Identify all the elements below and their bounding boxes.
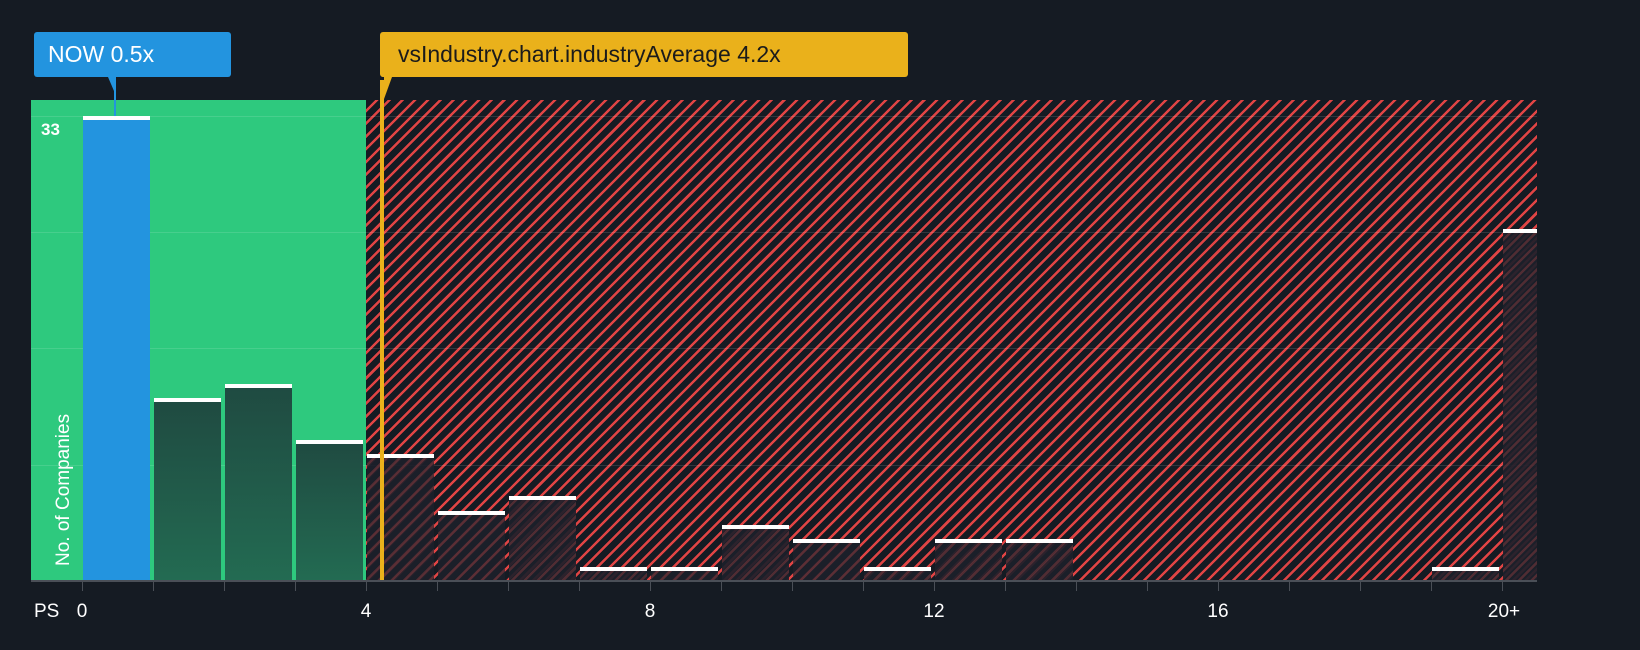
bar-cap	[580, 566, 647, 571]
x-axis-tick	[934, 582, 935, 591]
x-axis-tick-label: 0	[76, 601, 88, 622]
highlighted-bar	[83, 116, 150, 581]
x-axis-line	[31, 580, 1537, 582]
bar-cap	[935, 538, 1002, 543]
histogram-bar	[864, 566, 931, 581]
x-axis-tick	[1147, 582, 1148, 591]
histogram-bar	[935, 538, 1002, 581]
bar-cap	[1503, 228, 1537, 233]
bar-cap	[296, 440, 363, 445]
x-axis-tick	[1431, 582, 1432, 591]
x-axis-tick	[579, 582, 580, 591]
now-callout-pointer	[108, 77, 114, 91]
x-axis-tick	[863, 582, 864, 591]
x-axis-tick	[1502, 582, 1503, 591]
x-axis-tick	[1076, 582, 1077, 591]
industry-average-callout: vsIndustry.chart.industryAverage 4.2x	[380, 32, 908, 77]
x-axis-tick	[792, 582, 793, 591]
x-axis-tick	[1218, 582, 1219, 591]
x-axis-tick-label: 20+	[1487, 601, 1521, 622]
now-callout: NOW 0.5x	[34, 32, 231, 77]
gridline	[31, 348, 1537, 349]
x-axis-tick	[224, 582, 225, 591]
x-axis-tick	[366, 582, 367, 591]
histogram-bar	[1503, 228, 1537, 581]
industry-average-callout-pointer	[384, 77, 392, 99]
histogram-bar	[225, 383, 292, 581]
x-axis-prefix: PS	[34, 601, 60, 622]
plot-area	[31, 100, 1537, 581]
bar-cap	[83, 116, 150, 120]
bar-cap	[793, 538, 860, 543]
bar-cap	[367, 454, 434, 459]
bar-cap	[225, 383, 292, 388]
bar-cap	[1432, 566, 1499, 571]
x-axis-tick-label: 16	[1207, 601, 1229, 622]
x-axis-tick-label: 12	[923, 601, 945, 622]
x-axis-tick	[437, 582, 438, 591]
histogram-bar	[793, 538, 860, 581]
x-axis-tick	[295, 582, 296, 591]
x-axis-tick	[82, 582, 83, 591]
bar-cap	[651, 566, 718, 571]
x-axis-tick	[650, 582, 651, 591]
above-average-zone	[366, 100, 1537, 581]
x-axis-tick	[1289, 582, 1290, 591]
bar-cap	[722, 524, 789, 529]
x-axis-tick	[1360, 582, 1361, 591]
gridline	[31, 232, 1537, 233]
y-axis-max-label: 33	[41, 120, 60, 139]
histogram-bar	[580, 566, 647, 581]
bar-cap	[509, 496, 576, 501]
histogram-bar	[438, 510, 505, 581]
x-axis-tick-label: 4	[360, 601, 372, 622]
x-axis-tick	[508, 582, 509, 591]
gridline	[31, 116, 1537, 117]
histogram-bar	[509, 496, 576, 581]
histogram-bar	[296, 440, 363, 581]
bar-cap	[864, 566, 931, 571]
x-axis-tick	[1005, 582, 1006, 591]
bar-cap	[1006, 538, 1073, 543]
histogram-bar	[1006, 538, 1073, 581]
bar-cap	[438, 510, 505, 515]
now-callout-stem	[114, 77, 116, 116]
x-axis-tick-label: 8	[644, 601, 656, 622]
histogram-bar	[722, 524, 789, 581]
bar-cap	[154, 397, 221, 402]
y-axis-title: No. of Companies	[53, 413, 74, 566]
histogram-bar	[367, 454, 434, 581]
histogram-bar	[154, 397, 221, 581]
gridline	[31, 465, 1537, 466]
histogram-bar	[1432, 566, 1499, 581]
x-axis-tick	[153, 582, 154, 591]
industry-average-line	[380, 80, 384, 581]
histogram-bar	[651, 566, 718, 581]
x-axis-tick	[721, 582, 722, 591]
